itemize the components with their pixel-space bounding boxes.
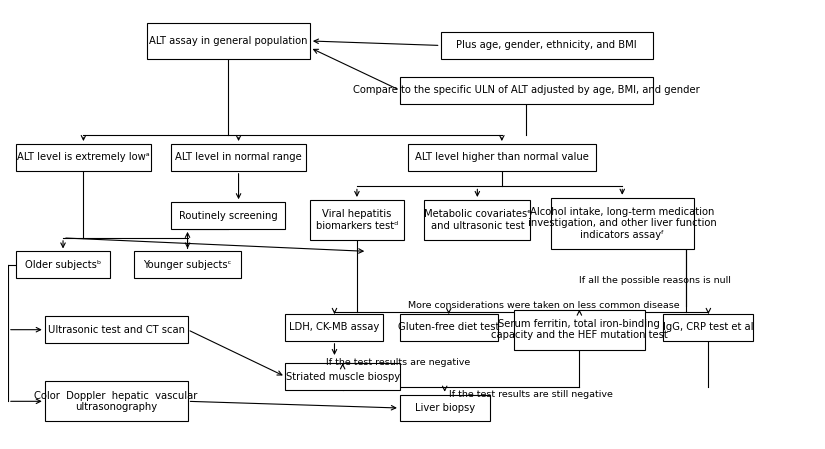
FancyBboxPatch shape bbox=[147, 23, 310, 59]
Text: Gluten-free diet test: Gluten-free diet test bbox=[398, 322, 499, 332]
FancyBboxPatch shape bbox=[172, 144, 306, 171]
Text: ALT level higher than normal value: ALT level higher than normal value bbox=[415, 152, 589, 163]
Text: Younger subjectsᶜ: Younger subjectsᶜ bbox=[144, 260, 232, 270]
FancyBboxPatch shape bbox=[400, 77, 653, 104]
FancyBboxPatch shape bbox=[408, 144, 596, 171]
FancyBboxPatch shape bbox=[134, 251, 241, 278]
FancyBboxPatch shape bbox=[424, 200, 530, 240]
FancyBboxPatch shape bbox=[400, 314, 497, 341]
Text: If the test results are still negative: If the test results are still negative bbox=[449, 390, 613, 399]
Text: Viral hepatitis
biomarkers testᵈ: Viral hepatitis biomarkers testᵈ bbox=[316, 209, 398, 231]
Text: Older subjectsᵇ: Older subjectsᵇ bbox=[25, 260, 101, 270]
FancyBboxPatch shape bbox=[551, 198, 694, 249]
FancyBboxPatch shape bbox=[400, 395, 489, 422]
FancyBboxPatch shape bbox=[45, 316, 187, 343]
FancyBboxPatch shape bbox=[514, 309, 644, 350]
Text: Alcohol intake, long-term medication
investigation, and other liver function
ind: Alcohol intake, long-term medication inv… bbox=[528, 207, 717, 240]
FancyBboxPatch shape bbox=[285, 363, 400, 390]
FancyBboxPatch shape bbox=[441, 32, 653, 59]
FancyBboxPatch shape bbox=[285, 314, 384, 341]
Text: ALT level is extremely lowᵃ: ALT level is extremely lowᵃ bbox=[17, 152, 150, 163]
Text: ALT assay in general population: ALT assay in general population bbox=[149, 36, 308, 46]
Text: Metabolic covariatesᵉ
and ultrasonic test: Metabolic covariatesᵉ and ultrasonic tes… bbox=[423, 209, 531, 231]
FancyBboxPatch shape bbox=[663, 314, 753, 341]
Text: Liver biopsy: Liver biopsy bbox=[415, 403, 474, 413]
Text: Plus age, gender, ethnicity, and BMI: Plus age, gender, ethnicity, and BMI bbox=[456, 40, 637, 50]
FancyBboxPatch shape bbox=[310, 200, 404, 240]
Text: If all the possible reasons is null: If all the possible reasons is null bbox=[579, 276, 731, 285]
Text: ALT level in normal range: ALT level in normal range bbox=[175, 152, 302, 163]
Text: Striated muscle biospy: Striated muscle biospy bbox=[285, 372, 399, 382]
FancyBboxPatch shape bbox=[172, 202, 285, 229]
Text: Color  Doppler  hepatic  vascular
ultrasonography: Color Doppler hepatic vascular ultrasono… bbox=[35, 391, 198, 412]
Text: Ultrasonic test and CT scan: Ultrasonic test and CT scan bbox=[48, 325, 185, 335]
FancyBboxPatch shape bbox=[16, 144, 151, 171]
Text: If the test results are negative: If the test results are negative bbox=[327, 358, 470, 367]
Text: LDH, CK-MB assay: LDH, CK-MB assay bbox=[290, 322, 380, 332]
Text: More considerations were taken on less common disease: More considerations were taken on less c… bbox=[408, 301, 680, 310]
Text: Routinely screening: Routinely screening bbox=[179, 211, 278, 220]
Text: Compare to the specific ULN of ALT adjusted by age, BMI, and gender: Compare to the specific ULN of ALT adjus… bbox=[353, 85, 700, 95]
Text: Serum ferritin, total iron-binding
capacity and the HEF mutation test: Serum ferritin, total iron-binding capac… bbox=[491, 319, 667, 340]
FancyBboxPatch shape bbox=[45, 381, 187, 422]
Text: IgG, CRP test et al: IgG, CRP test et al bbox=[663, 322, 753, 332]
FancyBboxPatch shape bbox=[16, 251, 110, 278]
